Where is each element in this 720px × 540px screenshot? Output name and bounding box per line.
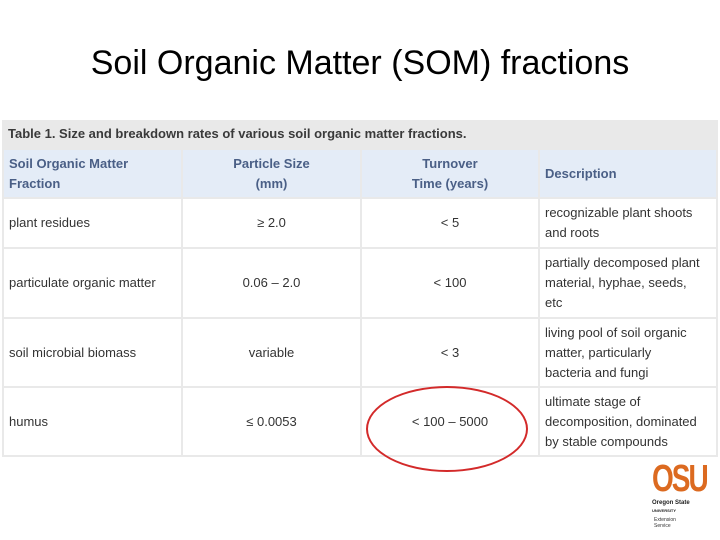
header-fraction: Soil Organic Matter Fraction [4,150,181,197]
cell-size: 0.06 – 2.0 [183,249,360,317]
cell-description: ultimate stage of decomposition, dominate… [540,388,716,455]
cell-turnover: < 5 [362,199,538,247]
cell-fraction: particulate organic matter [4,249,181,317]
logo-line-1: Oregon State [652,500,690,506]
cell-fraction: plant residues [4,199,181,247]
cell-description: living pool of soil organic matter, parti… [540,319,716,386]
slide-title: Soil Organic Matter (SOM) fractions [90,44,630,82]
cell-turnover: < 100 [362,249,538,317]
cell-size: ≥ 2.0 [183,199,360,247]
cell-description: recognizable plant shoots and roots [540,199,716,247]
osu-logo: OSU Oregon State UNIVERSITY Extension Se… [652,457,709,529]
data-table: Table 1. Size and breakdown rates of var… [2,120,718,457]
cell-turnover: < 3 [362,319,538,386]
cell-description: partially decomposed plant material, hyph… [540,249,716,317]
cell-size: ≤ 0.0053 [183,388,360,455]
header-particle-size: Particle Size (mm) [183,150,360,197]
logo-mark: OSU [652,457,709,500]
logo-line-3: Extension Service [654,517,676,529]
cell-fraction: humus [4,388,181,455]
highlight-ellipse [366,386,528,472]
header-description: Description [540,150,716,197]
logo-line-2: UNIVERSITY [652,508,677,513]
table-caption: Table 1. Size and breakdown rates of var… [8,126,467,141]
header-turnover: Turnover Time (years) [362,150,538,197]
cell-size: variable [183,319,360,386]
cell-fraction: soil microbial biomass [4,319,181,386]
